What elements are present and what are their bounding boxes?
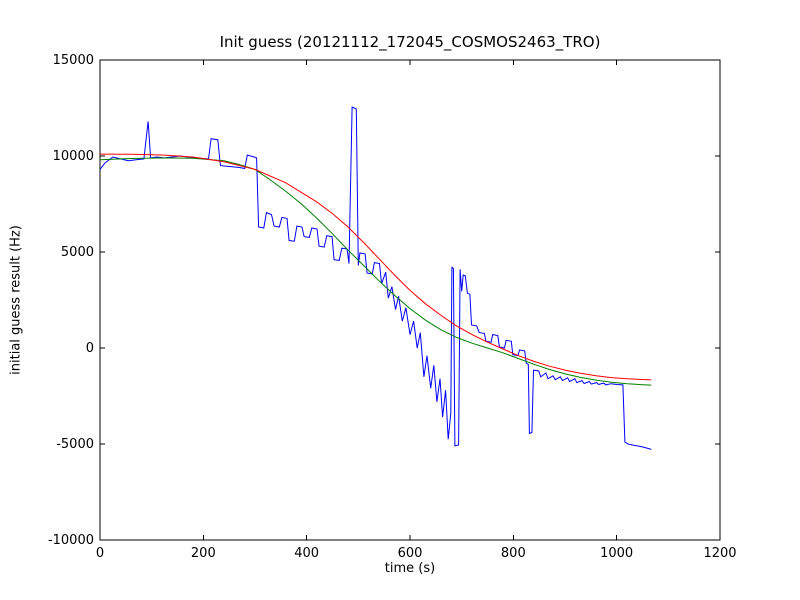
y-tick-label: 0 [86, 341, 94, 356]
series-blue-line [99, 106, 652, 450]
chart-title: Init guess (20121112_172045_COSMOS2463_T… [219, 33, 601, 51]
y-tick-label: 10000 [53, 149, 94, 164]
x-tick-label: 200 [191, 546, 216, 561]
axes-frame [99, 59, 721, 541]
x-tick-label: 0 [96, 546, 104, 561]
x-tick-label: 600 [398, 546, 423, 561]
y-tick-label: 5000 [61, 245, 94, 260]
series-red-line [99, 153, 652, 381]
y-tick-label: -5000 [56, 437, 94, 452]
y-tick-label: -10000 [48, 533, 94, 548]
series-green-line [99, 157, 652, 386]
x-tick-label: 800 [501, 546, 526, 561]
x-axis-label: time (s) [384, 561, 436, 576]
y-tick-label: 15000 [53, 53, 94, 68]
x-tick-label: 400 [294, 546, 319, 561]
y-axis-label: initial guess result (Hz) [8, 225, 24, 375]
x-tick-label: 1000 [600, 546, 633, 561]
x-tick-label: 1200 [703, 546, 736, 561]
